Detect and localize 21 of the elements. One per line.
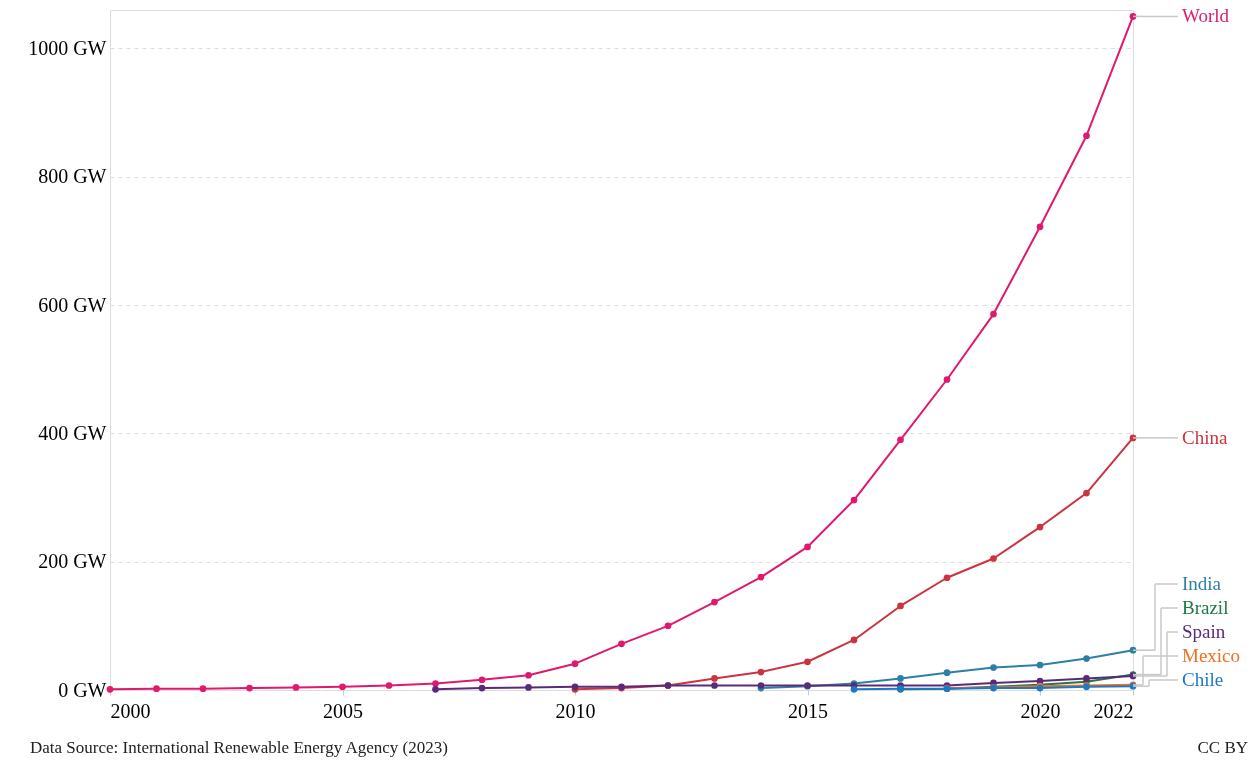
y-tick-label: 0 GW — [58, 678, 107, 701]
source-note: Data Source: International Renewable Energy Agency (2023) — [30, 738, 448, 757]
x-tick-label: 2000 — [110, 699, 151, 722]
x-tick-label: 2015 — [788, 699, 828, 722]
text: Spain — [1182, 621, 1226, 642]
y-tick-label: 600 GW — [38, 293, 107, 316]
y-tick-label: 200 GW — [38, 550, 107, 573]
text: Brazil — [1182, 597, 1229, 618]
x-tick-label: 2022 — [1093, 699, 1134, 722]
text: Chile — [1182, 669, 1224, 690]
x-tick-label: 2010 — [555, 699, 596, 722]
text: World — [1182, 5, 1230, 27]
x-tick-label: 2005 — [323, 699, 363, 722]
text: China — [1182, 426, 1228, 448]
y-tick-label: 800 GW — [38, 165, 107, 188]
text: India — [1182, 573, 1222, 594]
text: CC BY — [1197, 738, 1248, 757]
text: Mexico — [1182, 645, 1241, 666]
y-tick-label: 1000 GW — [28, 36, 107, 59]
y-tick-label: 400 GW — [38, 421, 107, 444]
x-tick-label: 2020 — [1020, 699, 1061, 722]
